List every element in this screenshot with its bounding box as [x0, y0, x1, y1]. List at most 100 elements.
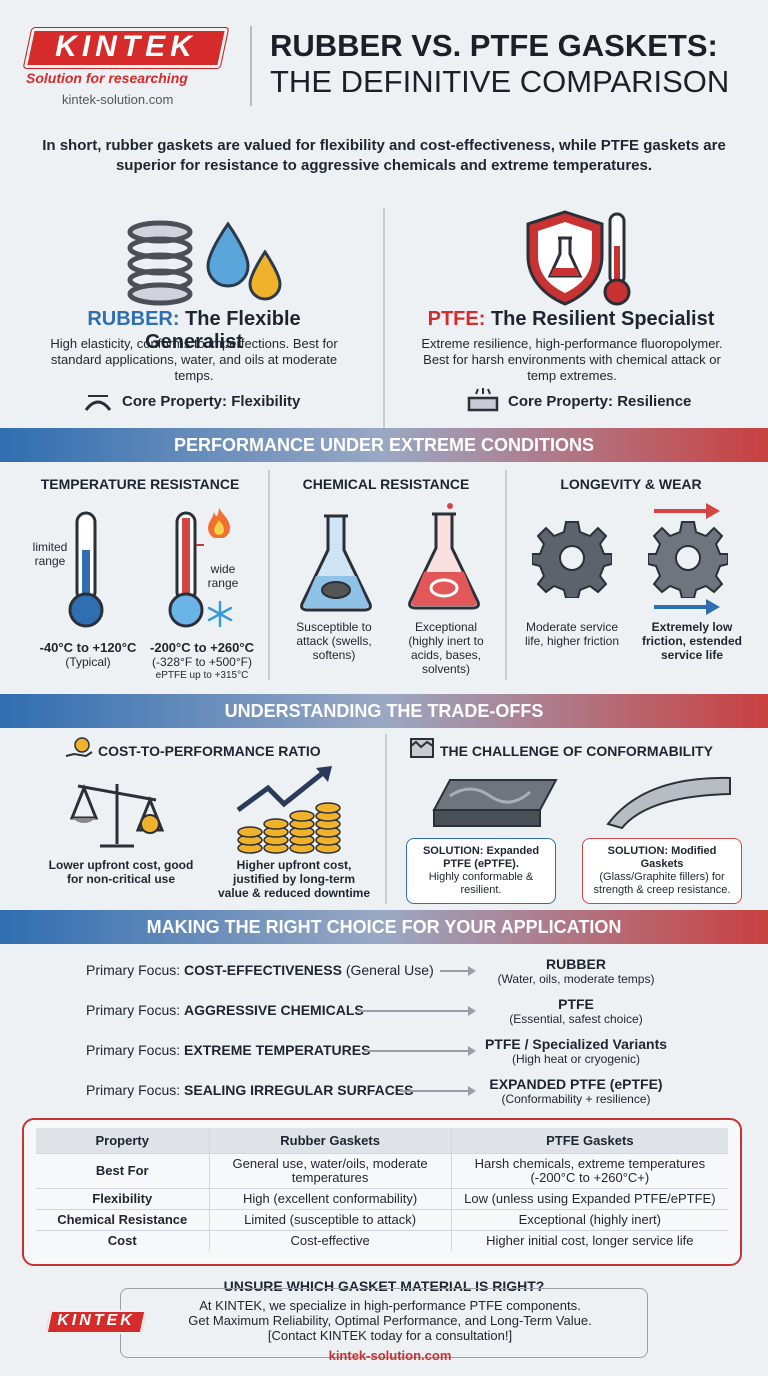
choice-row-2: Primary Focus: AGGRESSIVE CHEMICALS	[86, 1002, 364, 1018]
ptfe-heading: PTFE: The Resilient Specialist	[416, 308, 726, 331]
ptfe-chemical-note: Exceptional (highly inert to acids, base…	[408, 620, 484, 676]
choice-result-1: RUBBER (Water, oils, moderate temps)	[497, 956, 655, 986]
block-icon	[467, 388, 499, 412]
column-divider	[383, 208, 385, 428]
spring-and-drops-icon	[127, 220, 282, 306]
footer-logo-text: KINTEK	[57, 1312, 135, 1329]
table-cell: Cost	[36, 1230, 209, 1251]
table-row: Best For General use, water/oils, modera…	[36, 1153, 728, 1189]
tradeoff-divider	[385, 734, 387, 904]
modified-solution-box: SOLUTION: Modified Gaskets (Glass/Graphi…	[582, 838, 742, 904]
wear-heading: LONGEVITY & WEAR	[560, 476, 702, 492]
table-cell: Low (unless using Expanded PTFE/ePTFE)	[450, 1188, 728, 1210]
table-cell: General use, water/oils, moderate temper…	[208, 1153, 452, 1189]
rubber-chemical-note: Susceptible to attack (swells, softens)	[296, 620, 372, 662]
high-cost-note: Higher upfront cost, justified by long-t…	[217, 858, 371, 900]
choice-row-3: Primary Focus: EXTREME TEMPERATURES	[86, 1042, 371, 1058]
rubber-heading: RUBBER: The Flexible Generalist	[44, 308, 344, 354]
rising-coins-icon	[236, 766, 341, 854]
flex-arc-icon	[84, 395, 112, 411]
cta-contact-link[interactable]: [Contact KINTEK today for a consultation…	[267, 1328, 513, 1343]
ptfe-thermometer-icon	[168, 511, 204, 628]
table-header: Property	[36, 1128, 209, 1154]
page-subtitle: THE DEFINITIVE COMPARISON	[270, 64, 730, 99]
table-cell: Chemical Resistance	[36, 1209, 209, 1231]
cta-question: UNSURE WHICH GASKET MATERIAL IS RIGHT?	[120, 1278, 648, 1294]
rubber-thermometer-icon	[68, 511, 104, 628]
snowflake-icon	[207, 600, 233, 628]
table-cell: Harsh chemicals, extreme temperatures (-…	[450, 1153, 728, 1189]
comparison-table-frame: Property Rubber Gaskets PTFE Gaskets Bes…	[22, 1118, 742, 1266]
choice-arrow-1	[440, 966, 476, 976]
choice-banner: MAKING THE RIGHT CHOICE FOR YOUR APPLICA…	[0, 910, 768, 944]
ptfe-sheet-icon	[432, 779, 558, 827]
shield-flask-thermometer-icon	[526, 210, 631, 306]
choice-result-2: PTFE (Essential, safest choice)	[509, 996, 643, 1026]
ptfe-core-property: Core Property: Resilience	[508, 393, 692, 410]
perf-divider-1	[268, 470, 270, 680]
eptfe-solution-box: SOLUTION: Expanded PTFE (ePTFE). Highly …	[406, 838, 556, 904]
choice-row-4: Primary Focus: SEALING IRREGULAR SURFACE…	[86, 1082, 414, 1098]
blue-arrow-icon	[654, 599, 720, 615]
rubber-flask-icon	[300, 514, 372, 612]
ptfe-subtitle: The Resilient Specialist	[485, 308, 715, 330]
rubber-description: High elasticity, conforms to imperfectio…	[50, 336, 338, 383]
cost-heading: COST-TO-PERFORMANCE RATIO	[98, 743, 321, 759]
ptfe-name: PTFE:	[427, 308, 486, 330]
rubber-wear-note: Moderate service life, higher friction	[524, 620, 620, 648]
eptfe-temp-note: ePTFE up to +315°C	[155, 670, 249, 681]
header-site-link[interactable]: kintek-solution.com	[62, 92, 174, 107]
page-title: RUBBER VS. PTFE GASKETS:	[270, 28, 718, 63]
choice-result-3: PTFE / Specialized Variants (High heat or…	[484, 1036, 668, 1066]
ptfe-temp-fahrenheit: (-328°F to +500°F)	[152, 655, 252, 669]
cta-text: At KINTEK, we specialize in high-perform…	[140, 1298, 640, 1343]
table-cell: Cost-effective	[208, 1230, 452, 1251]
eptfe-solution-body: Highly conformable & resilient.	[428, 871, 534, 896]
ptfe-flask-icon	[408, 503, 480, 610]
rubber-subtitle: The Flexible Generalist	[145, 308, 301, 353]
choice-row-1: Primary Focus: COST-EFFECTIVENESS (Gener…	[86, 962, 434, 978]
table-header: PTFE Gaskets	[450, 1128, 728, 1154]
modified-solution-body: (Glass/Graphite fillers) for strength & …	[593, 871, 731, 896]
low-cost-note: Lower upfront cost, good for non-critica…	[48, 858, 194, 886]
tagline: Solution for researching	[26, 70, 188, 86]
table-cell: Exceptional (highly inert)	[450, 1209, 728, 1231]
logo-text: KINTEK	[55, 30, 197, 63]
eptfe-solution-head: SOLUTION: Expanded PTFE (ePTFE).	[422, 845, 540, 870]
table-cell: High (excellent conformability)	[208, 1188, 452, 1210]
table-row: Chemical Resistance Limited (susceptible…	[36, 1209, 728, 1231]
temperature-heading: TEMPERATURE RESISTANCE	[40, 476, 240, 492]
table-row: Cost Cost-effective Higher initial cost,…	[36, 1230, 728, 1251]
rubber-gear-icon	[532, 521, 612, 598]
cta-site-link[interactable]: kintek-solution.com	[328, 1348, 452, 1363]
header-divider	[250, 26, 252, 106]
rubber-temp-range: -40°C to +120°C	[39, 640, 137, 655]
ptfe-temp-range: -200°C to +260°C	[150, 640, 254, 655]
tradeoffs-banner: UNDERSTANDING THE TRADE-OFFS	[0, 694, 768, 728]
choice-arrow-3	[364, 1046, 476, 1056]
chemical-heading: CHEMICAL RESISTANCE	[302, 476, 470, 492]
cta-line-1: At KINTEK, we specialize in high-perform…	[199, 1298, 581, 1313]
red-arrow-icon	[654, 503, 720, 519]
surface-icon	[410, 738, 434, 758]
flame-icon	[208, 508, 230, 538]
wide-range-label: wide range	[207, 562, 239, 590]
table-cell: Higher initial cost, longer service life	[450, 1230, 728, 1251]
table-header-row: Property Rubber Gaskets PTFE Gaskets	[36, 1128, 728, 1154]
rubber-core-property: Core Property: Flexibility	[122, 393, 301, 410]
modified-gasket-icon	[606, 776, 731, 830]
range-bracket	[196, 544, 204, 546]
table-cell: Limited (susceptible to attack)	[208, 1209, 452, 1231]
table-cell: Flexibility	[36, 1188, 209, 1210]
table-row: Flexibility High (excellent conformabili…	[36, 1188, 728, 1210]
modified-solution-head: SOLUTION: Modified Gaskets	[607, 845, 717, 870]
limited-range-label: limited range	[32, 540, 68, 568]
rubber-temp-note: (Typical)	[65, 655, 111, 669]
rubber-name: RUBBER:	[87, 308, 180, 330]
choice-arrow-4	[400, 1086, 476, 1096]
hand-coin-icon	[65, 737, 93, 758]
table-header: Rubber Gaskets	[208, 1128, 452, 1154]
choice-arrow-2	[358, 1006, 476, 1016]
ptfe-gear-icon	[648, 521, 728, 598]
ptfe-wear-note: Extremely low friction, estended service…	[641, 620, 742, 662]
